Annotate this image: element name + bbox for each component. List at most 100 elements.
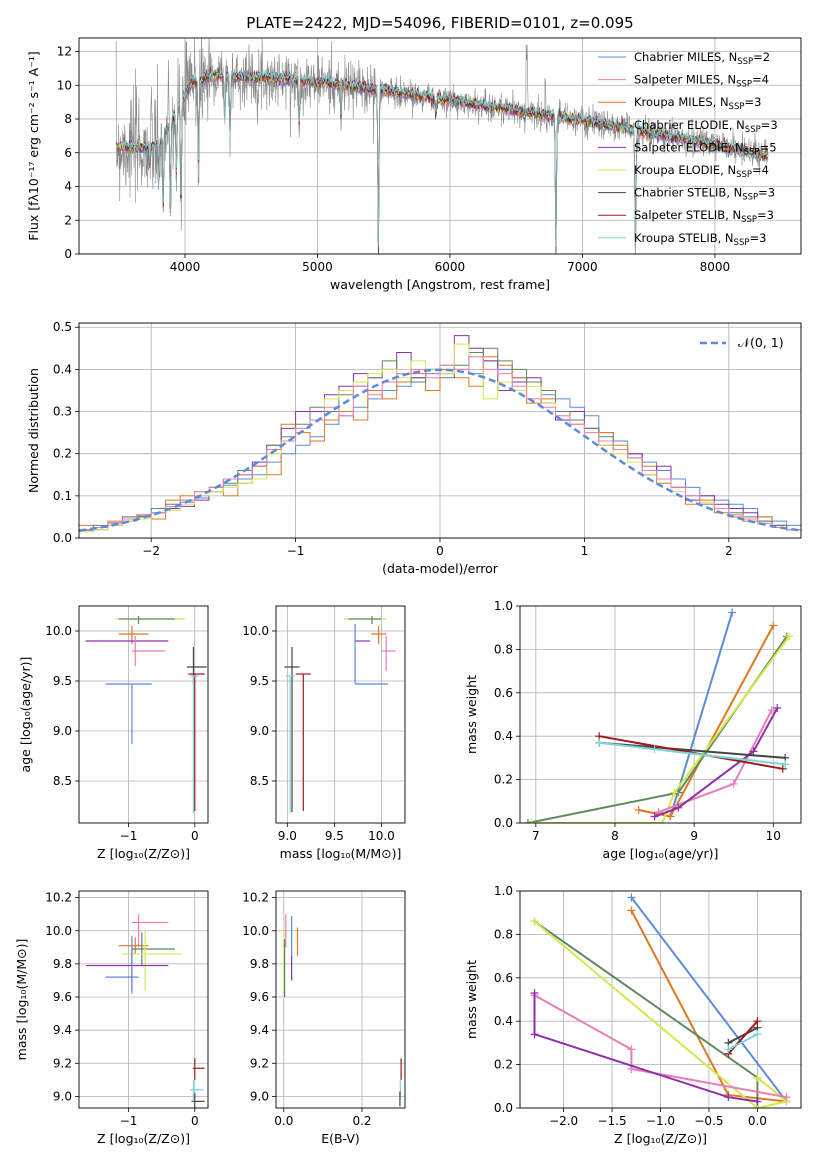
weight-marker bbox=[724, 1045, 733, 1054]
errorbar-chabrier-elodie bbox=[131, 932, 175, 966]
x-axis-label: mass [log₁₀(M/M⊙)] bbox=[280, 846, 402, 861]
weight-marker bbox=[530, 1030, 539, 1039]
y-tick-label: 8.5 bbox=[250, 774, 269, 788]
y-tick-label: 0 bbox=[64, 247, 72, 261]
weight-line bbox=[727, 1026, 758, 1044]
plot-area bbox=[530, 893, 791, 1108]
legend-label: Kroupa STELIB, NSSP=3 bbox=[634, 231, 766, 248]
x-axis-label: Z [log₁₀(Z/Z⊙)] bbox=[614, 1131, 707, 1146]
errorbar-chabrier-miles bbox=[105, 935, 139, 994]
x-axis-label: Z [log₁₀(Z/Z⊙)] bbox=[97, 1131, 190, 1146]
weight-marker bbox=[753, 1017, 762, 1026]
axes-age_vs_mass: 9.0 9.5 10.0 8.5 9.0 9.5 10.0 mass [log₁₀(M/M⊙)… bbox=[242, 605, 406, 861]
histogram-legend: 𝒩(0, 1) bbox=[700, 335, 784, 350]
legend-subscript: SSP bbox=[736, 170, 752, 180]
y-tick-label: 9.4 bbox=[53, 1023, 72, 1037]
legend-subscript: SSP bbox=[737, 57, 753, 67]
weight-marker bbox=[724, 1093, 733, 1102]
weight-marker bbox=[769, 621, 778, 630]
y-tick-label: 10.0 bbox=[45, 624, 72, 638]
y-tick-label: 0.4 bbox=[494, 1014, 513, 1028]
errorbar-chabrier-miles bbox=[354, 624, 389, 685]
legend-value: =3 bbox=[761, 118, 778, 132]
y-tick-label: 8 bbox=[64, 112, 72, 126]
y-tick-label: 9.6 bbox=[53, 990, 72, 1004]
y-tick-label: 9.0 bbox=[53, 724, 72, 738]
weight-marker bbox=[634, 805, 643, 814]
y-tick-label: 0.8 bbox=[494, 927, 513, 941]
x-axis-label: E(B-V) bbox=[321, 1131, 360, 1146]
errorbar-salpeter-miles bbox=[131, 914, 169, 948]
y-tick-label: 0.3 bbox=[53, 405, 72, 419]
x-tick-label: 7000 bbox=[567, 260, 598, 274]
axes-frame bbox=[78, 605, 209, 824]
weight-marker bbox=[595, 738, 604, 747]
weight-series-kroupa-stelib bbox=[595, 738, 790, 769]
plot-area bbox=[283, 914, 402, 1107]
y-tick-label: 9.0 bbox=[250, 1089, 269, 1103]
legend-label: Salpeter STELIB, NSSP=3 bbox=[634, 208, 774, 225]
errorbar-kroupa-stelib bbox=[285, 675, 295, 813]
y-tick-label: 8.5 bbox=[53, 774, 72, 788]
x-tick-label: 6000 bbox=[435, 260, 466, 274]
weight-line bbox=[533, 993, 758, 1103]
legend-label: Salpeter MILES, NSSP=4 bbox=[634, 73, 769, 90]
y-axis-label: age [log₁₀(age/yr)] bbox=[18, 657, 33, 773]
errorbar-kroupa-stelib bbox=[190, 1079, 204, 1100]
y-tick-label: 10.0 bbox=[45, 924, 72, 938]
y-tick-label: 0.4 bbox=[494, 729, 513, 743]
y-tick-label: 6 bbox=[64, 146, 72, 160]
errorbar-kroupa-miles bbox=[118, 937, 149, 954]
y-axis-label: Normed distribution bbox=[26, 368, 41, 493]
axes-frame bbox=[519, 890, 802, 1109]
x-tick-label: 0 bbox=[191, 1114, 199, 1128]
y-tick-label: 2 bbox=[64, 213, 72, 227]
x-tick-label: 10.0 bbox=[368, 829, 395, 843]
y-tick-label: 0.8 bbox=[494, 642, 513, 656]
y-tick-label: 1.0 bbox=[494, 884, 513, 898]
x-tick-label: 0.2 bbox=[352, 1114, 371, 1128]
axes-frame bbox=[78, 322, 802, 539]
weight-series-kroupa-stelib bbox=[724, 1030, 762, 1054]
legend-label: Salpeter ELODIE, NSSP=5 bbox=[634, 140, 777, 157]
axes-frame bbox=[275, 890, 406, 1109]
y-tick-label: 0.0 bbox=[494, 1101, 513, 1115]
weight-marker bbox=[753, 1030, 762, 1039]
y-tick-label: 0.0 bbox=[494, 816, 513, 830]
y-tick-label: 0.6 bbox=[494, 686, 513, 700]
y-tick-label: 12 bbox=[57, 45, 72, 59]
model-spectrum-salpeter-miles bbox=[115, 70, 769, 254]
weight-marker bbox=[767, 706, 776, 715]
y-tick-label: 9.6 bbox=[250, 990, 269, 1004]
axes-frame bbox=[78, 890, 209, 1109]
spectrum-legend: Chabrier MILES, NSSP=2 Salpeter MILES, NS… bbox=[598, 50, 778, 248]
weight-line bbox=[599, 741, 786, 759]
weight-marker bbox=[530, 917, 539, 926]
y-axis-label: mass [log₁₀(M/M⊙)] bbox=[14, 939, 29, 1061]
axes-residuals: −2 −1 0 1 2 0.0 0.1 0.2 0.3 0.4 0.5 (data-model)/er… bbox=[26, 320, 802, 576]
weight-marker bbox=[785, 632, 794, 641]
errorbar-kroupa-miles bbox=[371, 626, 387, 644]
errorbar-chabrier-elodie bbox=[348, 616, 382, 624]
errorbar-chabrier-miles bbox=[105, 683, 152, 744]
legend-value: =3 bbox=[744, 95, 761, 109]
y-tick-label: 9.4 bbox=[250, 1023, 269, 1037]
legend-label: Kroupa MILES, NSSP=3 bbox=[634, 95, 761, 112]
histogram-salpeter-miles bbox=[79, 356, 801, 531]
weight-marker bbox=[666, 812, 675, 821]
weight-marker bbox=[778, 764, 787, 773]
legend-value: =4 bbox=[752, 163, 769, 177]
errorbar-chabrier-stelib bbox=[284, 647, 300, 812]
x-tick-label: 1 bbox=[581, 544, 589, 558]
weight-marker bbox=[627, 893, 636, 902]
weight-marker bbox=[658, 819, 667, 823]
legend-subscript: SSP bbox=[729, 102, 745, 112]
x-tick-label: −1 bbox=[120, 829, 138, 843]
y-axis-label: mass weight bbox=[464, 675, 479, 754]
y-tick-label: 10.0 bbox=[242, 924, 269, 938]
weight-marker bbox=[729, 779, 738, 788]
weight-marker bbox=[530, 988, 539, 997]
x-tick-label: 5000 bbox=[302, 260, 333, 274]
y-tick-label: 0.1 bbox=[53, 489, 72, 503]
y-tick-label: 10.2 bbox=[242, 891, 269, 905]
